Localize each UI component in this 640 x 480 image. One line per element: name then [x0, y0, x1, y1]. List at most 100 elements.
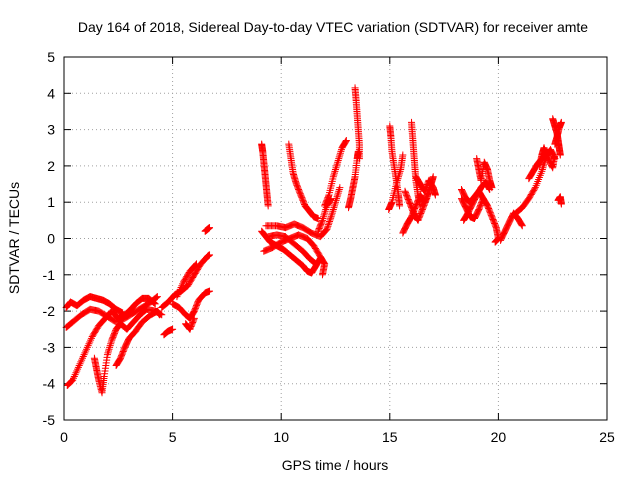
data-point — [332, 166, 339, 174]
data-point — [320, 213, 328, 221]
data-point — [322, 205, 330, 213]
data-point — [323, 224, 331, 232]
data-point — [192, 261, 200, 269]
data-point — [82, 347, 90, 355]
data-point — [392, 180, 400, 188]
data-point — [463, 211, 471, 219]
data-point — [107, 338, 115, 346]
chart-title: Day 164 of 2018, Sidereal Day-to-day VTE… — [78, 19, 588, 35]
data-point — [336, 184, 344, 192]
data-point — [518, 221, 526, 229]
data-point — [488, 184, 496, 192]
x-tick-label: 0 — [60, 429, 68, 445]
data-point — [85, 340, 93, 348]
data-point — [335, 153, 343, 161]
y-tick-label: 0 — [47, 231, 55, 247]
data-point — [336, 149, 344, 157]
data-point — [107, 340, 115, 348]
data-point — [330, 202, 338, 210]
data-point — [320, 211, 328, 219]
plot-frame — [63, 56, 608, 421]
data-point — [318, 216, 326, 224]
data-point — [422, 196, 430, 204]
data-point — [206, 251, 214, 259]
data-point — [393, 178, 401, 186]
data-point — [80, 351, 88, 359]
data-point — [557, 200, 565, 208]
axis-ticks — [63, 56, 608, 421]
data-point — [74, 363, 82, 371]
data-point — [105, 347, 113, 355]
data-point — [312, 260, 320, 268]
data-point — [482, 200, 490, 208]
data-point — [152, 294, 160, 302]
data-point — [70, 372, 78, 380]
data-point — [423, 193, 431, 201]
data-point — [86, 338, 94, 346]
data-point — [394, 173, 402, 181]
data-point — [324, 222, 332, 230]
y-tick-label: -5 — [43, 412, 56, 428]
data-point — [531, 185, 539, 193]
data-point — [395, 171, 403, 179]
y-tick-label: 5 — [47, 49, 55, 65]
data-point — [491, 238, 499, 246]
data-point — [556, 151, 564, 159]
data-point — [330, 204, 338, 212]
data-point — [393, 176, 401, 184]
data-point — [177, 284, 185, 292]
data-point — [320, 258, 328, 266]
data-points — [62, 84, 565, 397]
data-point — [83, 345, 91, 353]
data-point — [342, 136, 350, 144]
data-point — [106, 342, 114, 350]
data-point — [335, 185, 343, 193]
data-point — [332, 164, 340, 172]
data-point — [342, 137, 350, 145]
grid-lines — [64, 57, 607, 420]
data-point — [78, 354, 86, 362]
y-tick-label: 3 — [47, 122, 55, 138]
data-point — [332, 198, 339, 206]
data-point — [396, 167, 404, 175]
data-point — [329, 173, 337, 181]
x-tick-label: 25 — [599, 429, 615, 445]
data-point — [75, 362, 83, 370]
data-point — [331, 167, 339, 175]
data-point — [78, 356, 86, 364]
data-point — [324, 221, 332, 229]
data-point — [334, 191, 342, 199]
data-point — [264, 202, 272, 210]
data-point — [431, 191, 439, 199]
data-point — [150, 298, 158, 306]
data-point — [106, 343, 114, 351]
x-tick-label: 20 — [491, 429, 507, 445]
data-point — [331, 200, 339, 208]
y-tick-label: 2 — [47, 158, 55, 174]
data-point — [394, 175, 402, 183]
data-point — [175, 287, 183, 295]
data-point — [332, 196, 340, 204]
y-tick-label: 1 — [47, 194, 55, 210]
data-point — [336, 151, 344, 159]
data-point — [329, 207, 337, 215]
data-point — [329, 205, 337, 213]
data-point — [396, 202, 404, 210]
data-point — [310, 259, 318, 267]
data-point — [206, 287, 214, 295]
data-point — [83, 343, 91, 351]
data-point — [333, 162, 341, 170]
data-point — [538, 167, 546, 175]
data-point — [87, 334, 95, 342]
data-point — [424, 189, 432, 197]
data-point — [190, 316, 198, 324]
data-point — [70, 374, 78, 382]
data-point — [337, 147, 345, 155]
data-point — [153, 293, 161, 301]
data-point — [479, 194, 487, 202]
x-tick-labels: 0 5 10 15 20 25 — [60, 429, 615, 445]
data-point — [321, 207, 329, 215]
data-point — [538, 166, 546, 174]
y-axis-title: SDTVAR / TECUs — [6, 182, 22, 294]
